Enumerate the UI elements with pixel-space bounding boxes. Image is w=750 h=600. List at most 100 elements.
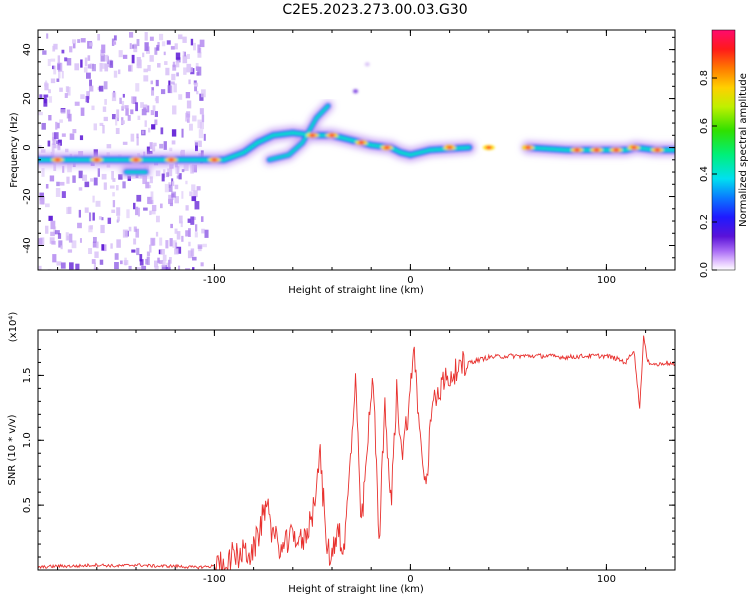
noise-speckle bbox=[118, 174, 123, 180]
noise-speckle bbox=[58, 240, 63, 248]
noise-speckle bbox=[151, 124, 156, 130]
spectrogram-x-ticks: -100 0 100 bbox=[57, 30, 647, 286]
secondary-ridge-core-segment bbox=[301, 116, 318, 144]
noise-speckle bbox=[190, 248, 195, 257]
y-tick-label: 0 bbox=[22, 144, 33, 150]
noise-speckle bbox=[103, 116, 108, 122]
noise-speckle bbox=[135, 206, 139, 216]
noise-speckle bbox=[91, 105, 95, 111]
noise-speckle bbox=[149, 36, 154, 41]
noise-speckle bbox=[67, 249, 73, 253]
noise-speckle bbox=[158, 260, 164, 264]
noise-speckle bbox=[93, 177, 98, 186]
noise-speckle bbox=[61, 70, 64, 79]
noise-speckle bbox=[165, 67, 170, 76]
noise-speckle bbox=[192, 164, 198, 173]
noise-speckle bbox=[57, 139, 62, 146]
noise-speckle bbox=[91, 259, 96, 264]
x-tick-label: 100 bbox=[597, 275, 616, 286]
noise-speckle bbox=[150, 110, 155, 116]
noise-speckle bbox=[60, 245, 63, 250]
noise-speckle bbox=[193, 190, 198, 198]
noise-speckle bbox=[185, 205, 189, 211]
noise-speckle bbox=[188, 123, 193, 131]
noise-speckle bbox=[115, 117, 118, 126]
noise-speckle bbox=[71, 240, 77, 249]
noise-speckle bbox=[116, 114, 119, 122]
noise-speckle bbox=[106, 144, 112, 149]
noise-speckle bbox=[183, 164, 189, 171]
noise-speckle bbox=[52, 254, 57, 263]
noise-speckle bbox=[143, 207, 148, 211]
noise-speckle bbox=[198, 140, 202, 147]
colorbar: 0.0 0.2 0.4 0.6 0.8 Normalized spectral ampl… bbox=[699, 29, 749, 278]
noise-speckle bbox=[155, 96, 159, 104]
noise-speckle bbox=[55, 188, 61, 197]
noise-speckle bbox=[126, 209, 130, 219]
noise-speckle bbox=[136, 133, 139, 139]
noise-speckle bbox=[192, 256, 197, 261]
noise-speckle bbox=[74, 63, 80, 71]
noise-speckle bbox=[55, 121, 58, 130]
spectrogram-ridge bbox=[38, 62, 675, 175]
spectrogram-y-ticks: -40 -20 0 20 40 bbox=[22, 36, 675, 271]
noise-speckle bbox=[99, 62, 103, 72]
noise-speckle bbox=[56, 122, 60, 129]
noise-speckle bbox=[127, 176, 132, 181]
noise-speckle bbox=[141, 130, 145, 135]
noise-speckle bbox=[162, 254, 167, 262]
noise-speckle bbox=[147, 64, 151, 72]
noise-speckle bbox=[149, 176, 153, 184]
noise-speckle bbox=[199, 108, 204, 115]
noise-speckle bbox=[149, 142, 153, 150]
noise-speckle bbox=[90, 178, 94, 182]
noise-speckle bbox=[149, 244, 152, 253]
noise-speckle bbox=[86, 72, 91, 79]
noise-speckle bbox=[98, 216, 102, 220]
noise-speckle bbox=[146, 251, 151, 257]
x-tick-label: 100 bbox=[597, 574, 616, 585]
noise-speckle bbox=[135, 228, 140, 238]
noise-speckle bbox=[196, 90, 199, 95]
noise-speckle bbox=[178, 215, 183, 224]
noise-speckle bbox=[112, 178, 116, 182]
ridge-hotspot-core bbox=[309, 133, 316, 137]
noise-speckle bbox=[149, 150, 153, 155]
noise-speckle bbox=[197, 66, 202, 76]
noise-speckle bbox=[93, 262, 96, 270]
noise-speckle bbox=[86, 91, 90, 100]
noise-speckle bbox=[38, 145, 42, 149]
noise-speckle bbox=[89, 42, 93, 47]
noise-speckle bbox=[188, 79, 191, 85]
noise-speckle bbox=[195, 142, 198, 152]
snr-y-ticks: 0.5 1.0 1.5 bbox=[22, 348, 675, 558]
noise-speckle bbox=[101, 44, 106, 54]
noise-speckle bbox=[194, 201, 200, 210]
y-tick-label: 40 bbox=[22, 43, 33, 56]
noise-speckle bbox=[122, 141, 128, 145]
noise-speckle bbox=[168, 80, 171, 86]
y-tick-label: -40 bbox=[22, 237, 33, 253]
noise-speckle bbox=[199, 39, 205, 48]
ridge-hotspot-core bbox=[329, 133, 335, 137]
noise-speckle bbox=[153, 142, 157, 147]
ridge-hotspot-core bbox=[54, 158, 61, 162]
noise-speckle bbox=[159, 203, 163, 209]
noise-speckle bbox=[185, 180, 188, 185]
ridge-core-segment bbox=[399, 150, 412, 157]
noise-speckle bbox=[50, 78, 56, 84]
noise-speckle bbox=[157, 41, 160, 47]
noise-speckle bbox=[168, 194, 173, 203]
noise-speckle bbox=[175, 61, 180, 68]
colorbar-tick-label: 0.4 bbox=[699, 166, 710, 182]
noise-speckle bbox=[182, 36, 187, 43]
noise-speckle bbox=[45, 80, 48, 88]
noise-speckle bbox=[178, 173, 182, 180]
noise-speckle bbox=[157, 257, 160, 263]
noise-speckle bbox=[101, 63, 107, 69]
noise-speckle bbox=[112, 192, 115, 197]
ridge-core-segment bbox=[242, 141, 260, 155]
noise-speckle bbox=[151, 204, 157, 212]
noise-speckle bbox=[143, 75, 149, 82]
noise-speckle bbox=[102, 106, 107, 112]
